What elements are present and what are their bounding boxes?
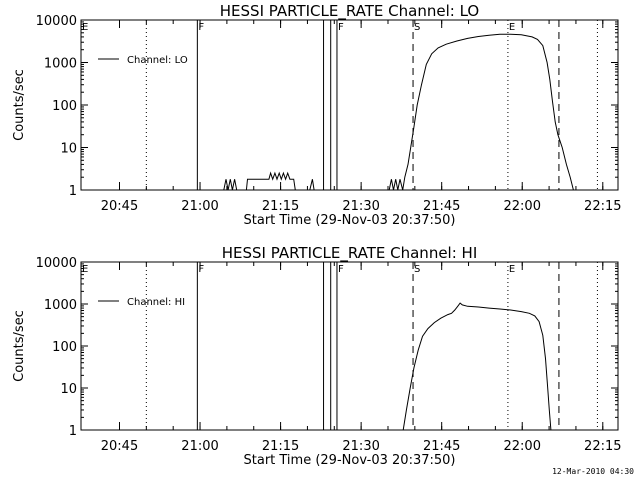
chart-2-x-tick-label: 21:30 xyxy=(342,439,379,454)
chart-1-x-tick-label: 21:15 xyxy=(262,199,299,214)
chart-1-marker-label: E xyxy=(82,22,88,33)
chart-2-plot-frame xyxy=(80,261,619,431)
chart-2-x-axis-label: Start Time (29-Nov-03 20:37:50) xyxy=(244,453,456,468)
chart-1-x-tick-label: 21:45 xyxy=(423,199,460,214)
chart-2-marker-label: F xyxy=(198,264,204,275)
chart-1-y-tick-label: 1 xyxy=(69,184,77,199)
chart-1-plot-frame xyxy=(80,19,619,191)
chart-1-legend-entry: Channel: LO xyxy=(127,55,188,66)
chart-1-x-tick-label: 22:15 xyxy=(584,199,621,214)
chart-2-y-tick-label: 10 xyxy=(60,382,77,397)
chart-2-x-tick-label: 21:45 xyxy=(423,439,460,454)
chart-2-marker-label: E xyxy=(82,264,88,275)
chart-2-title: HESSI PARTICLE_RATE Channel: HI xyxy=(222,244,478,263)
chart-1-y-tick-label: 100 xyxy=(52,99,77,114)
footer-timestamp: 12-Mar-2010 04:30 xyxy=(552,467,634,476)
chart-1-series-line-1-segment-4 xyxy=(388,33,574,191)
chart-2-marker-label: F xyxy=(338,264,344,275)
chart-1-y-axis-label: Counts/sec xyxy=(12,69,27,141)
chart-1-marker-label: F xyxy=(198,22,204,33)
chart-1-y-tick-label: 10000 xyxy=(36,14,77,29)
chart-1-marker-label: S xyxy=(414,22,420,33)
chart-2-x-tick-label: 20:45 xyxy=(101,439,138,454)
chart-1-series-line-1-segment-2 xyxy=(245,171,296,191)
chart-1-y-tick-label: 10 xyxy=(60,142,77,157)
chart-2-y-tick-label: 100 xyxy=(52,340,77,355)
chart-1-x-tick-label: 20:45 xyxy=(101,199,138,214)
chart-2-x-tick-label: 21:15 xyxy=(262,439,299,454)
chart-1-series-line-1-segment-1 xyxy=(223,179,238,191)
chart-2-y-tick-label: 10000 xyxy=(36,256,77,271)
chart-1-series-line-1-segment-3 xyxy=(309,179,315,191)
chart-1-x-axis-label: Start Time (29-Nov-03 20:37:50) xyxy=(244,213,456,228)
chart-1-marker-label: E xyxy=(509,22,515,33)
chart-2-x-tick-label: 22:00 xyxy=(504,439,541,454)
chart-2-y-tick-label: 1000 xyxy=(44,298,77,313)
chart-1-x-tick-label: 21:00 xyxy=(181,199,218,214)
chart-2-series-line-1-segment-1 xyxy=(402,302,552,431)
chart-2-y-axis-label: Counts/sec xyxy=(12,310,27,382)
chart-1-x-tick-label: 21:30 xyxy=(342,199,379,214)
chart-1-y-tick-label: 1000 xyxy=(44,57,77,72)
chart-1-title: HESSI PARTICLE_RATE Channel: LO xyxy=(220,2,479,21)
chart-2-y-tick-label: 1 xyxy=(69,424,77,439)
chart-1-x-tick-label: 22:00 xyxy=(504,199,541,214)
chart-2-marker-label: S xyxy=(414,264,420,275)
chart-2-legend-entry: Channel: HI xyxy=(127,297,185,308)
chart-2-x-tick-label: 21:00 xyxy=(181,439,218,454)
chart-2-marker-label: E xyxy=(509,264,515,275)
chart-2-x-tick-label: 22:15 xyxy=(584,439,621,454)
chart-1-marker-label: F xyxy=(338,22,344,33)
